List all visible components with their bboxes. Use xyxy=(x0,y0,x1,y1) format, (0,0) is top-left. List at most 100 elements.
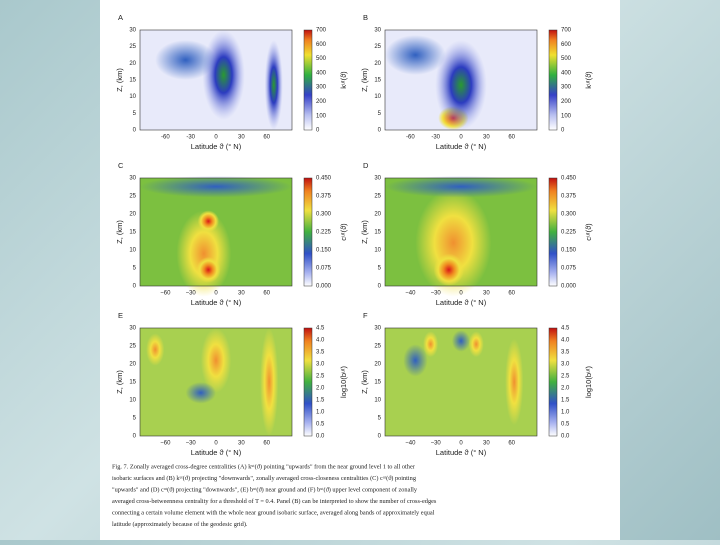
y-tick-label: 0 xyxy=(133,128,137,134)
x-tick-label: -60 xyxy=(406,135,415,141)
heatmap-region xyxy=(433,253,465,286)
colorbar-tick-label: 100 xyxy=(316,113,327,119)
colorbar-tick-label: 700 xyxy=(316,28,327,34)
colorbar-tick-label: 0 xyxy=(561,128,565,134)
colorbar-tick-label: 0.5 xyxy=(561,422,570,428)
colorbar-tick-label: 0.150 xyxy=(316,248,332,254)
x-tick-label: 0 xyxy=(459,291,463,297)
colorbar xyxy=(548,327,558,437)
x-tick-label: −60 xyxy=(160,441,171,447)
y-axis-label: Z, (km) xyxy=(115,220,124,244)
colorbar-label: log10(bᵘᵗ) xyxy=(584,365,593,398)
y-tick-label: 25 xyxy=(129,44,136,50)
y-tick-label: 10 xyxy=(374,248,381,254)
colorbar-tick-label: 0.450 xyxy=(561,176,577,182)
x-tick-label: −60 xyxy=(160,291,171,297)
y-axis-label: Z, (km) xyxy=(115,370,124,394)
y-tick-label: 20 xyxy=(129,362,136,368)
colorbar-tick-label: 0.375 xyxy=(561,194,577,200)
colorbar-tick-label: 700 xyxy=(561,28,572,34)
colorbar-tick-label: 0.225 xyxy=(316,230,332,236)
heatmap-region xyxy=(385,175,537,198)
colorbar-tick-label: 0.5 xyxy=(316,422,325,428)
y-axis-label: Z, (km) xyxy=(360,370,369,394)
caption-line: averaged cross-betweenness centrality fo… xyxy=(112,498,437,505)
y-tick-label: 20 xyxy=(374,362,381,368)
heatmap-region xyxy=(146,333,165,366)
colorbar-label: kᵘᵗ(ϑ) xyxy=(584,71,593,89)
y-tick-label: 15 xyxy=(129,380,136,386)
x-axis-label: Latitude ϑ (° N) xyxy=(436,142,487,151)
y-tick-label: 5 xyxy=(378,266,382,272)
colorbar-tick-label: 300 xyxy=(316,85,327,91)
y-tick-label: 20 xyxy=(374,212,381,218)
x-tick-label: 0 xyxy=(459,135,463,141)
colorbar-tick-label: 0.225 xyxy=(561,230,577,236)
x-tick-label: 30 xyxy=(483,441,490,447)
y-tick-label: 15 xyxy=(374,230,381,236)
panel: B 0 5 10 15 20 25 30 -60 -30 0 30 60 Latitude ϑ (° N)… xyxy=(360,13,593,151)
plot-frame xyxy=(384,177,538,287)
colorbar-tick-label: 400 xyxy=(316,70,327,76)
panel: A 0 5 10 15 20 25 30 -60 -30 0 30 60 Latitude ϑ (° N)… xyxy=(115,13,348,151)
x-tick-label: 30 xyxy=(483,135,490,141)
colorbar-label: cᵘᵗ(ϑ) xyxy=(339,223,348,241)
colorbar-tick-label: 4.5 xyxy=(316,326,325,332)
x-tick-label: −40 xyxy=(405,441,416,447)
y-tick-label: 10 xyxy=(129,94,136,100)
colorbar-tick-label: 0 xyxy=(316,128,320,134)
heatmap-region xyxy=(505,338,524,426)
colorbar-tick-label: 3.5 xyxy=(561,350,570,356)
x-axis-label: Latitude ϑ (° N) xyxy=(191,142,242,151)
colorbar-tick-label: 400 xyxy=(561,70,572,76)
y-tick-label: 20 xyxy=(374,61,381,67)
y-tick-label: 15 xyxy=(129,230,136,236)
y-tick-label: 10 xyxy=(374,94,381,100)
x-tick-label: 0 xyxy=(214,441,218,447)
x-tick-label: 0 xyxy=(214,291,218,297)
y-tick-label: 25 xyxy=(129,344,136,350)
panel-label: A xyxy=(118,13,123,22)
colorbar-tick-label: 0.000 xyxy=(561,284,577,290)
colorbar xyxy=(548,177,558,287)
colorbar-tick-label: 1.5 xyxy=(561,398,570,404)
heatmap-region xyxy=(385,35,446,75)
colorbar-tick-label: 0.075 xyxy=(316,266,332,272)
plot-frame xyxy=(139,327,293,437)
y-tick-label: 0 xyxy=(133,434,137,440)
panel-label: D xyxy=(363,161,369,170)
panel-label: E xyxy=(118,311,123,320)
colorbar-tick-label: 200 xyxy=(561,99,572,105)
panel-label: B xyxy=(363,13,368,22)
heatmap-region xyxy=(435,40,487,130)
y-tick-label: 0 xyxy=(378,434,382,440)
y-tick-label: 15 xyxy=(374,78,381,84)
y-tick-label: 30 xyxy=(374,28,381,34)
y-tick-label: 5 xyxy=(133,111,137,117)
colorbar-label: log10(bᵘᵗ) xyxy=(339,365,348,398)
heatmap-region xyxy=(451,330,471,352)
y-tick-label: 30 xyxy=(374,326,381,332)
y-tick-label: 10 xyxy=(129,248,136,254)
colorbar-tick-label: 500 xyxy=(316,56,327,62)
x-tick-label: -30 xyxy=(186,135,195,141)
x-axis-label: Latitude ϑ (° N) xyxy=(191,298,242,307)
y-tick-label: 0 xyxy=(378,284,382,290)
colorbar-label: cᵘᵗ(ϑ) xyxy=(584,223,593,241)
x-tick-label: −30 xyxy=(186,291,197,297)
y-tick-label: 25 xyxy=(129,194,136,200)
colorbar-tick-label: 0.000 xyxy=(316,284,332,290)
x-tick-label: 0 xyxy=(214,135,218,141)
colorbar-tick-label: 600 xyxy=(316,42,327,48)
heatmap-region xyxy=(260,328,279,436)
colorbar-tick-label: 600 xyxy=(561,42,572,48)
caption-line: latitude (approximately because of the g… xyxy=(112,521,248,528)
y-axis-label: Z, (km) xyxy=(115,68,124,92)
y-axis-label: Z, (km) xyxy=(360,68,369,92)
panel: E 0 5 10 15 20 25 30 −60 −30 0 30 60 Latitude ϑ (° N)… xyxy=(115,311,348,457)
colorbar-tick-label: 2.0 xyxy=(561,386,570,392)
x-tick-label: 60 xyxy=(508,441,515,447)
panel: D 0 5 10 15 20 25 30 −40 −30 0 30 60 Latitude ϑ (° N)… xyxy=(360,161,593,307)
colorbar-tick-label: 1.0 xyxy=(561,410,570,416)
